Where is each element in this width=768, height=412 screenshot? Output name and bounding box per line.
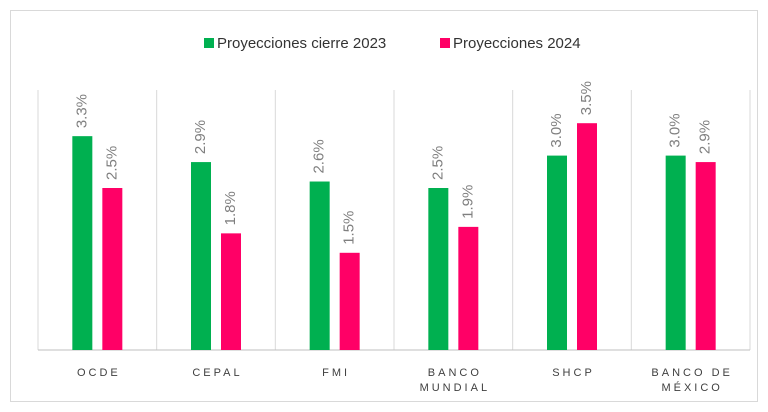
x-tick-label: BANCO MUNDIAL	[419, 367, 491, 394]
x-tick-label: SHCP	[552, 367, 595, 379]
legend-swatch	[440, 38, 450, 48]
bar	[428, 188, 449, 350]
data-label: 3.0%	[548, 113, 565, 147]
data-label: 3.3%	[73, 94, 90, 128]
legend-label: Proyecciones 2024	[453, 35, 581, 52]
chart-border	[10, 10, 758, 402]
x-tick-label: CEPAL	[192, 367, 243, 379]
x-tick-label: FMI	[322, 367, 351, 379]
data-label: 2.5%	[429, 146, 446, 180]
bar	[695, 162, 716, 350]
bar	[221, 233, 241, 350]
bar	[309, 181, 330, 350]
bar	[547, 155, 567, 350]
x-tick-label: BANCO DE MÉXICO	[651, 367, 733, 394]
data-label: 2.9%	[697, 120, 714, 154]
data-label: 2.6%	[311, 139, 328, 173]
x-tick-label: OCDE	[76, 367, 121, 379]
bar	[102, 188, 123, 350]
data-label: 1.8%	[222, 191, 239, 225]
data-label: 1.5%	[341, 211, 358, 245]
legend-label: Proyecciones cierre 2023	[217, 35, 386, 52]
bar	[72, 136, 93, 350]
bar	[665, 155, 686, 350]
data-label: 1.9%	[459, 185, 476, 219]
bar	[577, 123, 597, 350]
data-label: 3.0%	[667, 113, 684, 147]
data-label: 2.5%	[103, 146, 120, 180]
bar	[458, 226, 479, 350]
data-label: 2.9%	[192, 120, 209, 154]
legend-swatch	[204, 38, 214, 48]
bar	[191, 162, 211, 350]
bar	[339, 252, 360, 350]
data-label: 3.5%	[578, 81, 595, 115]
